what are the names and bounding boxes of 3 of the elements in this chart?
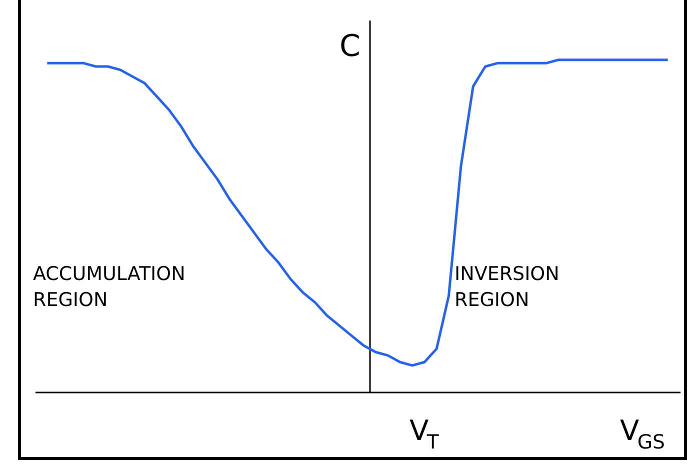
annotation: INVERSION REGION — [454, 263, 560, 311]
y-axis-title: C — [340, 29, 360, 64]
annotation: ACCUMULATION REGION — [33, 263, 186, 311]
